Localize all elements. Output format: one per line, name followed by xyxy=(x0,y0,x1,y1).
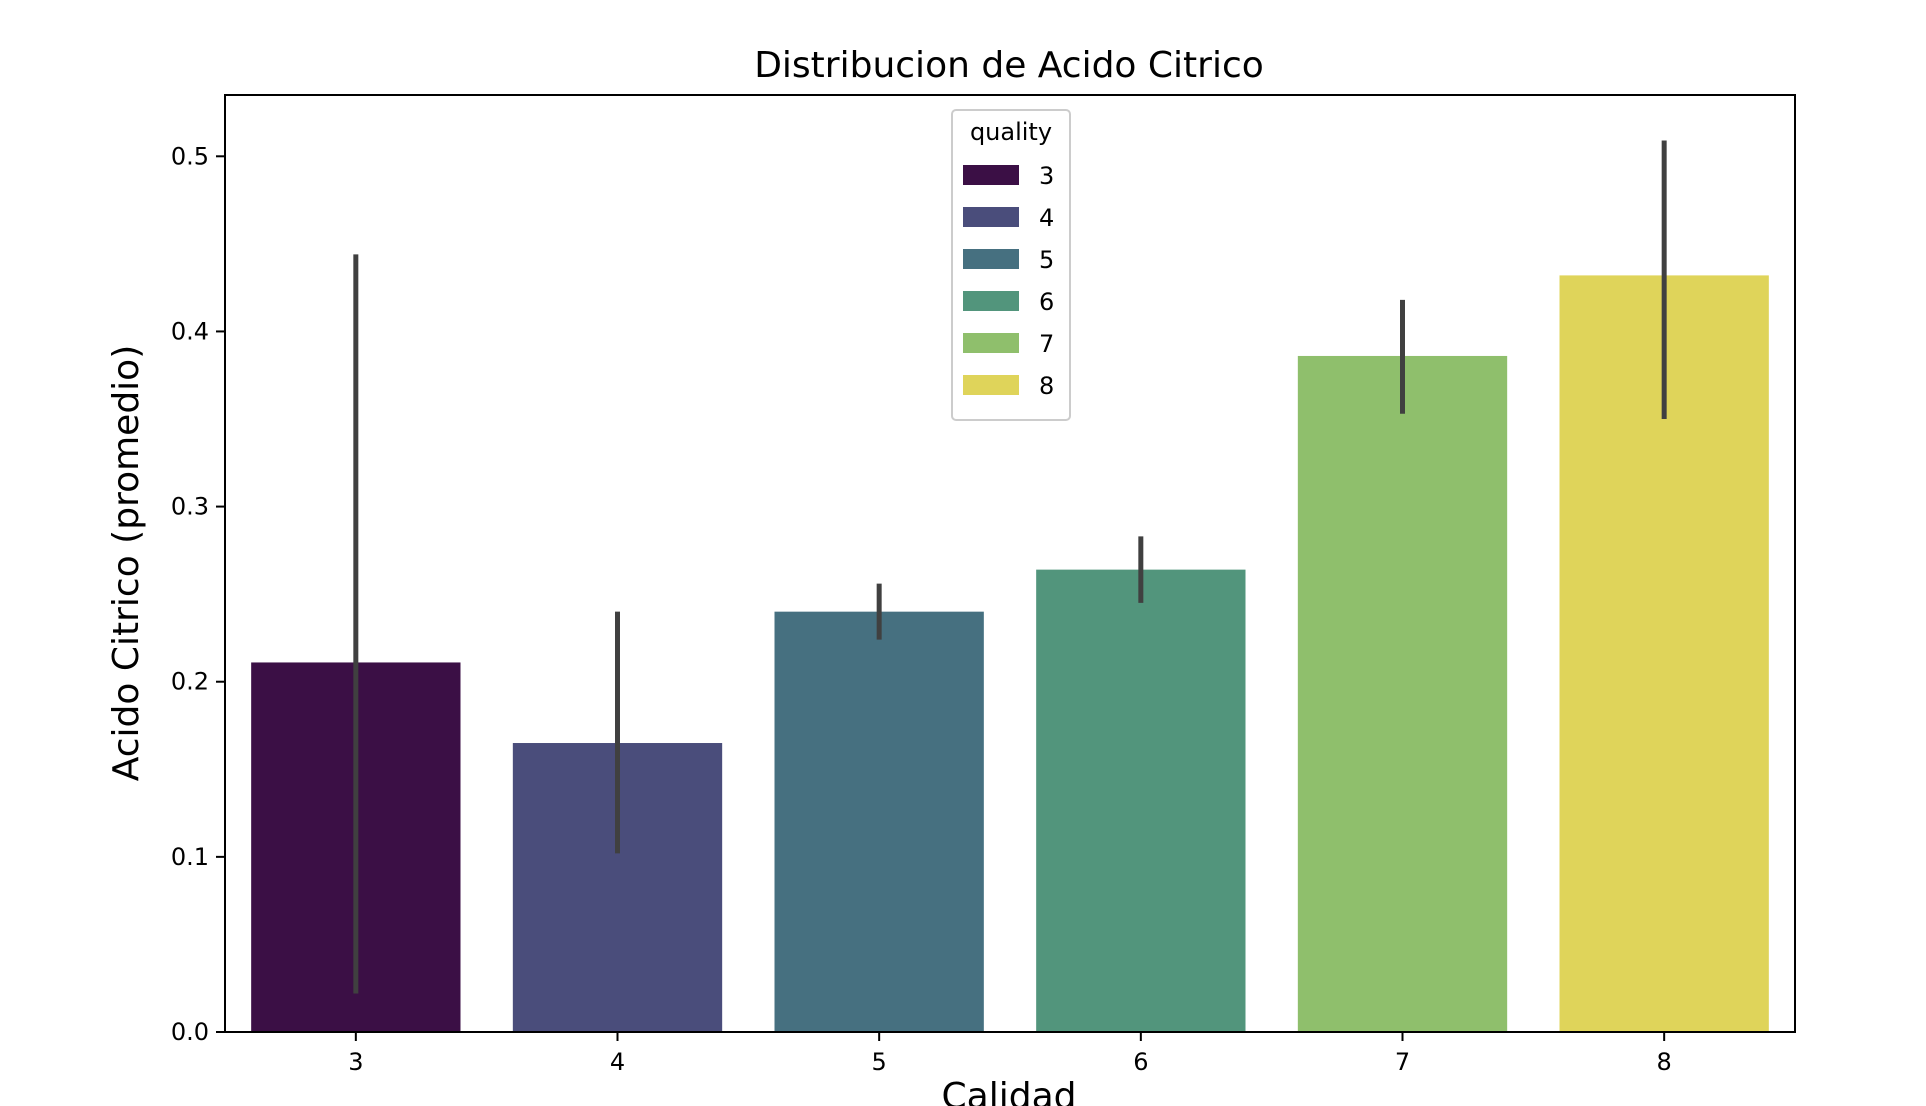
x-tick-label-5: 5 xyxy=(872,1048,887,1076)
x-tick-label-8: 8 xyxy=(1657,1048,1672,1076)
legend-swatch-6 xyxy=(963,291,1019,311)
legend-swatch-8 xyxy=(963,375,1019,395)
y-axis: 0.0 0.1 0.2 0.3 0.4 0.5 xyxy=(171,142,225,1046)
legend-swatch-3 xyxy=(963,165,1019,185)
legend-label-3: 3 xyxy=(1039,162,1054,190)
bar-6 xyxy=(1036,569,1246,1032)
legend-label-8: 8 xyxy=(1039,372,1054,400)
legend-label-7: 7 xyxy=(1039,330,1054,358)
y-tick-label-0.2: 0.2 xyxy=(171,668,209,696)
x-tick-label-7: 7 xyxy=(1395,1048,1410,1076)
chart-title: Distribucion de Acido Citrico xyxy=(754,45,1264,86)
legend-swatch-4 xyxy=(963,207,1019,227)
plot-frame xyxy=(224,94,1796,1033)
bars-layer xyxy=(251,275,1769,1033)
x-tick-label-6: 6 xyxy=(1133,1048,1148,1076)
y-tick-label-0.4: 0.4 xyxy=(171,317,209,345)
x-tick-label-3: 3 xyxy=(348,1048,363,1076)
legend-label-4: 4 xyxy=(1039,204,1054,232)
legend-label-6: 6 xyxy=(1039,288,1054,316)
error-bars-layer xyxy=(353,140,1667,994)
legend-swatch-5 xyxy=(963,249,1019,269)
bar-5 xyxy=(774,611,984,1032)
legend-swatch-7 xyxy=(963,333,1019,353)
y-tick-label-0.3: 0.3 xyxy=(171,493,209,521)
legend: quality 3 4 5 6 7 8 xyxy=(951,109,1071,421)
y-tick-label-0.1: 0.1 xyxy=(171,843,209,871)
y-axis-title: Acido Citrico (promedio) xyxy=(106,345,147,782)
x-axis: 3 4 5 6 7 8 xyxy=(348,1032,1672,1076)
x-axis-title: Calidad xyxy=(942,1076,1077,1106)
y-tick-label-0.5: 0.5 xyxy=(171,142,209,170)
bar-7 xyxy=(1297,355,1508,1033)
x-tick-label-4: 4 xyxy=(610,1048,625,1076)
legend-label-5: 5 xyxy=(1039,246,1054,274)
y-tick-label-0.0: 0.0 xyxy=(171,1018,209,1046)
legend-title: quality xyxy=(970,118,1052,146)
